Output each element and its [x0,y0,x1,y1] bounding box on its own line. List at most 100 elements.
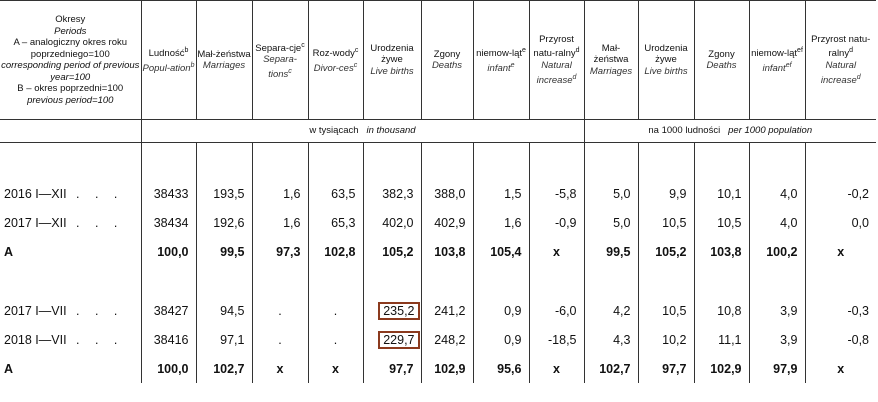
vital-statistics-table: Okresy Periods A – analogiczny okres rok… [0,0,876,383]
table-cell: 1,5 [472,179,529,208]
table-cell: 4,0 [748,179,805,208]
col-header: niemow-ląte infante [472,0,529,120]
table-cell: x [528,354,584,383]
table-cell: 0,9 [472,325,529,354]
table-cell: 103,8 [420,237,473,266]
col-header: Roz-wodyc Divor-cesc [307,0,363,120]
unit-spacer [0,120,141,143]
table-cell: 102,9 [693,354,749,383]
row-period: 2017 I—VII [4,303,67,318]
table-cell: 97,9 [748,354,805,383]
table-cell: 241,2 [420,296,473,325]
data-rows-group-2: 2017 I—VII . . . 38427 94,5.. 235,2 241,2 0,9… [0,296,876,383]
table-cell: 100,2 [748,237,805,266]
col-header: Urodzenia żywe Live births [637,0,694,120]
table-cell: 105,2 [362,237,421,266]
spacer-row [0,266,876,296]
table-cell: 95,6 [472,354,529,383]
table-cell: 5,0 [583,208,638,237]
row-leader-dots: . . . [66,332,124,347]
row-leader-dots: . . . [66,186,124,201]
row-period: 2016 I—XII [4,186,67,201]
table-cell: -0,2 [804,179,876,208]
table-cell: 38434 [140,208,196,237]
table-cell: 10,8 [693,296,749,325]
table-cell: 4,2 [583,296,638,325]
unit-label-absolute: w tysiącach in thousand [140,119,584,143]
table-cell: -6,0 [528,296,584,325]
table-cell: . [251,296,308,325]
table-cell: 1,6 [251,179,308,208]
table-cell: 97,3 [251,237,308,266]
table-cell: 10,1 [693,179,749,208]
table-row: 2017 I—VII . . . 38427 94,5.. 235,2 241,2 0,9… [0,296,876,325]
table-cell: 388,0 [420,179,473,208]
table-cell: 38427 [140,296,196,325]
table-cell: . [307,325,363,354]
period-title: Okresy [55,14,86,25]
table-cell: 10,5 [637,208,694,237]
table-cell: 99,5 [195,237,252,266]
table-cell: -0,9 [528,208,584,237]
table-row: 2016 I—XII . . . 38433 193,5 1,6 63,5 382,3 38… [0,179,876,208]
table-cell: 100,0 [140,354,196,383]
table-cell: 102,7 [195,354,252,383]
table-cell: -0,3 [804,296,876,325]
table-cell: -5,8 [528,179,584,208]
col-header: Zgony Deaths [420,0,473,120]
table-cell: 99,5 [583,237,638,266]
row-period: 2018 I—VII [4,332,67,347]
period-header: Okresy Periods A – analogiczny okres rok… [0,1,141,120]
table-cell: 402,0 [362,208,421,237]
table-cell: 102,9 [420,354,473,383]
table-cell: 1,6 [472,208,529,237]
unit-row: w tysiącach in thousand na 1000 ludności… [0,119,876,143]
table-cell: 5,0 [583,179,638,208]
table-cell: 105,2 [637,237,694,266]
table-row: A 100,0 102,7 x x 97,7 102,9 95,6 x 102,7 97,7 102,… [0,354,876,383]
table-cell: . [251,325,308,354]
table-cell: 10,5 [693,208,749,237]
table-cell: 248,2 [420,325,473,354]
period-a-definition: A – analogiczny okres roku poprzedniego=… [13,37,128,60]
table-cell: 0,9 [472,296,529,325]
data-rows-group-1: 2016 I—XII . . . 38433 193,5 1,6 63,5 382,3 38… [0,179,876,266]
unit-label-rate: na 1000 ludności per 1000 population [583,119,876,143]
table-cell: 105,4 [472,237,529,266]
col-header: Mał-żeństwa Marriages [583,0,638,120]
row-label: A [4,244,14,259]
table-cell: . [307,296,363,325]
row-label: 2017 I—XII . . . [0,208,141,237]
table-cell: 94,5 [195,296,252,325]
table-row: 2018 I—VII . . . 38416 97,1.. 229,7 248,2 0,9… [0,325,876,354]
table-cell: 193,5 [195,179,252,208]
period-b-definition-en: previous period=100 [27,94,114,106]
highlighted-value: 235,2 [378,301,420,320]
highlighted-value: 229,7 [378,330,420,349]
table-cell: x [307,354,363,383]
table-cell: 103,8 [693,237,749,266]
col-header: Zgony Deaths [693,0,749,120]
col-header: Ludnośćb Popul-ationb [140,0,196,120]
table-cell: 97,7 [637,354,694,383]
row-label: 2018 I—VII . . . [0,325,141,354]
period-b-definition: B – okres poprzedni=100 [17,83,124,94]
table-cell: 10,2 [637,325,694,354]
table-cell: 402,9 [420,208,473,237]
table-cell: 382,3 [362,179,421,208]
table-cell: x [804,237,876,266]
row-leader-dots: . . . [66,303,124,318]
table-cell: -18,5 [528,325,584,354]
table-cell: 10,5 [637,296,694,325]
table-cell: 11,1 [693,325,749,354]
row-label: 2016 I—XII . . . [0,179,141,208]
table-cell: 4,3 [583,325,638,354]
header-row: Okresy Periods A – analogiczny okres rok… [0,0,876,120]
col-header: Mał-żeństwa Marriages [195,0,252,120]
table-cell: 4,0 [748,208,805,237]
table-cell: x [804,354,876,383]
table-row: 2017 I—XII . . . 38434 192,6 1,6 65,3 402,0 40… [0,208,876,237]
table-cell: 1,6 [251,208,308,237]
table-cell: 38433 [140,179,196,208]
